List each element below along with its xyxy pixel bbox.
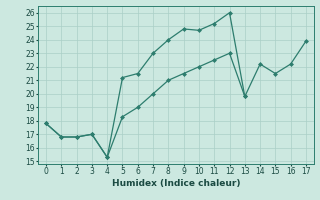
X-axis label: Humidex (Indice chaleur): Humidex (Indice chaleur) [112, 179, 240, 188]
